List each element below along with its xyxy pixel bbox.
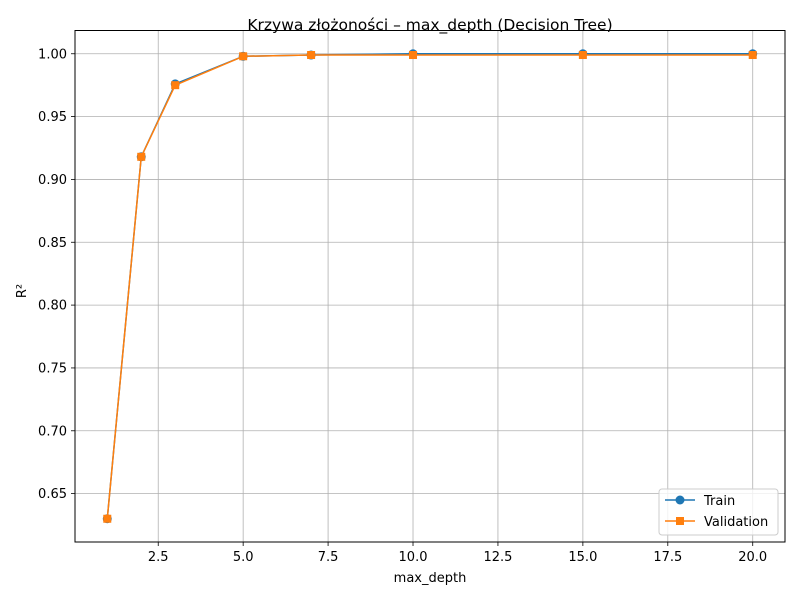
y-tick-label: 0.75 bbox=[38, 361, 67, 376]
y-tick-label: 0.80 bbox=[38, 299, 67, 314]
x-tick-label: 10.0 bbox=[399, 550, 428, 565]
ticks: 2.5 5.0 7.5 10.0 12.5 15.0 17.5 20.0 0.65 0.70 0.7… bbox=[38, 47, 767, 565]
data-point-validation bbox=[239, 52, 248, 61]
y-tick-label: 0.65 bbox=[38, 487, 67, 502]
legend: Train Validation bbox=[658, 488, 779, 536]
y-tick-label: 0.70 bbox=[38, 424, 67, 439]
x-tick-label: 5.0 bbox=[233, 550, 254, 565]
legend-marker-train bbox=[675, 495, 685, 505]
series-validation bbox=[103, 51, 757, 523]
y-tick-label: 0.95 bbox=[38, 110, 67, 125]
series-line-validation bbox=[106, 54, 753, 519]
legend-marker-validation bbox=[676, 517, 684, 525]
x-tick-label: 20.0 bbox=[738, 550, 767, 565]
data-point-validation bbox=[307, 51, 316, 60]
y-tick-label: 0.85 bbox=[38, 236, 67, 251]
x-tick-label: 12.5 bbox=[483, 550, 512, 565]
x-tick-label: 2.5 bbox=[148, 550, 169, 565]
data-point-validation bbox=[137, 152, 146, 161]
x-tick-label: 17.5 bbox=[653, 550, 682, 565]
y-tick-label: 0.90 bbox=[38, 173, 67, 188]
legend-label-train: Train bbox=[703, 494, 735, 509]
grid bbox=[75, 30, 785, 542]
data-point-validation bbox=[748, 51, 757, 60]
x-axis-label: max_depth bbox=[394, 571, 467, 586]
chart-title: Krzywa złożoności – max_depth (Decision … bbox=[247, 16, 612, 35]
x-tick-label: 7.5 bbox=[318, 550, 339, 565]
plot-frame bbox=[74, 30, 786, 543]
y-axis-label: R² bbox=[15, 284, 30, 298]
data-point-validation bbox=[409, 51, 418, 60]
x-tick-label: 15.0 bbox=[568, 550, 597, 565]
series bbox=[102, 49, 758, 524]
legend-label-validation: Validation bbox=[704, 515, 768, 530]
data-point-validation bbox=[103, 514, 112, 523]
y-tick-label: 1.00 bbox=[38, 47, 67, 62]
data-point-validation bbox=[578, 51, 587, 60]
data-point-validation bbox=[171, 81, 180, 90]
